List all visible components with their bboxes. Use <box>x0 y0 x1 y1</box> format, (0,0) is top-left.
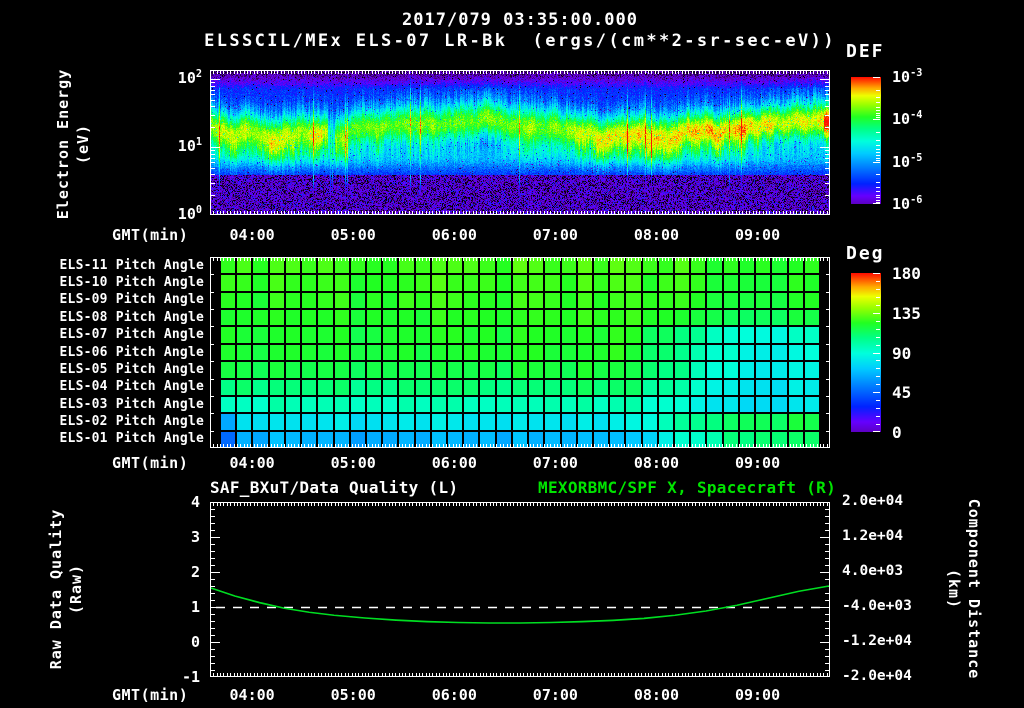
pitch-row-label: ELS-01 Pitch Angle <box>59 431 204 447</box>
gmt-label-3: GMT(min) <box>112 686 189 704</box>
x-tick-label: 07:00 <box>532 226 578 244</box>
colorbar-def-canvas <box>851 77 881 204</box>
pitch-row-label: ELS-08 Pitch Angle <box>59 309 204 325</box>
def-colorbar-tick: 10-5 <box>892 152 923 171</box>
x-tick-label: 07:00 <box>532 686 578 704</box>
distance-ytick: 1.2e+04 <box>842 528 904 544</box>
quality-axis-label-line1: Raw Data Quality <box>47 508 65 670</box>
x-tick-label: 05:00 <box>330 686 376 704</box>
colorbar-def-title: DEF <box>846 41 885 62</box>
deg-colorbar-tick: 0 <box>892 423 902 442</box>
x-tick-label: 04:00 <box>229 226 275 244</box>
gmt-label-2: GMT(min) <box>112 454 189 472</box>
quality-axis-label: Raw Data Quality (Raw) <box>46 469 90 708</box>
gmt-label-1: GMT(min) <box>112 226 189 244</box>
colorbar-deg-title: Deg <box>846 243 885 264</box>
x-tick-label: 04:00 <box>229 454 275 472</box>
quality-ytick: 2 <box>190 563 200 581</box>
quality-ytick: 0 <box>190 633 200 651</box>
pitch-row-label: ELS-02 Pitch Angle <box>59 413 204 429</box>
deg-colorbar-tick: 180 <box>892 264 921 283</box>
energy-ytick: 102 <box>177 69 202 87</box>
colorbar-deg-canvas <box>851 273 881 432</box>
energy-axis-label: Electron Energy (eV) <box>53 34 97 254</box>
x-tick-label: 05:00 <box>330 454 376 472</box>
distance-axis-label-line2: (km) <box>945 568 963 610</box>
quality-ytick: 4 <box>190 493 200 511</box>
deg-colorbar-tick: 90 <box>892 343 912 363</box>
pitch-angle-canvas <box>210 257 830 448</box>
quality-axis-label-line2: (Raw) <box>67 563 85 615</box>
energy-ytick: 100 <box>177 205 202 223</box>
x-tick-label: 08:00 <box>633 454 680 472</box>
page-title-instrument: ELSSCIL/MEx ELS-07 LR-Bk (ergs/(cm**2-sr… <box>204 31 836 51</box>
x-tick-label: 05:00 <box>330 226 376 244</box>
x-tick-label: 09:00 <box>734 454 781 472</box>
pitch-row-label: ELS-03 Pitch Angle <box>59 396 204 412</box>
distance-axis-label: Component Distance (km) <box>940 459 984 708</box>
def-colorbar-tick: 10-4 <box>892 110 923 129</box>
pitch-row-label: ELS-09 Pitch Angle <box>59 292 204 308</box>
distance-ytick: -1.2e+04 <box>842 633 912 649</box>
deg-colorbar-tick: 135 <box>892 303 921 323</box>
x-tick-label: 06:00 <box>431 686 477 704</box>
pitch-row-label: ELS-04 Pitch Angle <box>59 379 204 395</box>
energy-ytick: 101 <box>177 137 202 155</box>
x-tick-label: 08:00 <box>633 686 680 704</box>
pitch-row-label: ELS-07 Pitch Angle <box>59 327 204 343</box>
x-tick-label: 06:00 <box>431 226 477 244</box>
x-tick-label: 07:00 <box>532 454 578 472</box>
line-title-right: MEXORBMC/SPF X, Spacecraft (R) <box>538 478 836 497</box>
energy-spectrogram-canvas <box>210 70 830 215</box>
quality-ytick: -1 <box>181 668 200 686</box>
line-plot-canvas <box>210 502 830 677</box>
def-colorbar-tick: 10-6 <box>892 194 923 213</box>
x-tick-label: 08:00 <box>633 226 680 244</box>
x-tick-label: 06:00 <box>431 454 477 472</box>
pitch-row-label: ELS-10 Pitch Angle <box>59 275 204 291</box>
deg-colorbar-tick: 45 <box>892 383 912 403</box>
x-tick-label: 09:00 <box>734 686 781 704</box>
distance-ytick: -2.0e+04 <box>842 668 912 684</box>
energy-axis-label-line1: Electron Energy <box>54 68 72 220</box>
page-title-datetime: 2017/079 03:35:00.000 <box>402 10 638 30</box>
distance-ytick: 4.0e+03 <box>842 563 904 579</box>
quality-ytick: 3 <box>190 528 200 546</box>
x-tick-label: 04:00 <box>229 686 275 704</box>
pitch-row-label: ELS-05 Pitch Angle <box>59 361 204 377</box>
line-title-left: SAF_BXuT/Data Quality (L) <box>210 478 459 497</box>
def-colorbar-tick: 10-3 <box>892 68 923 86</box>
x-tick-label: 09:00 <box>734 226 781 244</box>
quality-ytick: 1 <box>190 598 200 616</box>
distance-axis-label-line1: Component Distance <box>965 498 983 680</box>
distance-ytick: -4.0e+03 <box>842 598 912 614</box>
pitch-row-label: ELS-11 Pitch Angle <box>59 257 204 273</box>
energy-axis-label-line2: (eV) <box>74 123 92 165</box>
distance-ytick: 2.0e+04 <box>842 493 904 509</box>
pitch-row-label: ELS-06 Pitch Angle <box>59 344 204 360</box>
